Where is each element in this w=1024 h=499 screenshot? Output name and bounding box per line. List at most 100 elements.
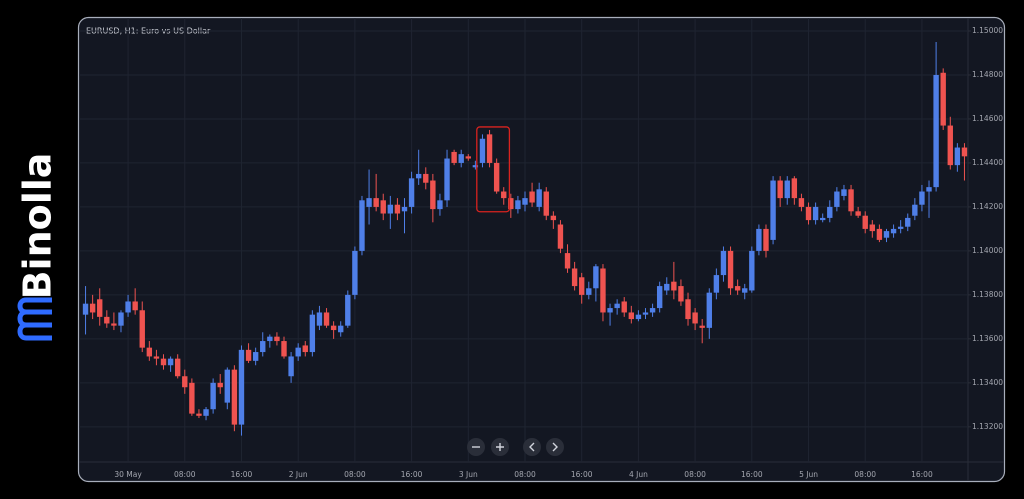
candle-body: [309, 314, 316, 353]
candle-body: [642, 312, 649, 315]
candle-body: [699, 325, 705, 328]
candle-body: [97, 299, 103, 317]
candle-body: [834, 191, 840, 207]
candle-body: [345, 294, 351, 326]
candle-body: [437, 200, 443, 210]
grid: 1.13200 1.13400 1.13600 1.13800 1.14000 1.142…: [79, 18, 1003, 479]
candle-body: [614, 303, 620, 309]
candle-body: [423, 173, 429, 183]
candle-body: [727, 250, 734, 289]
candle-body: [685, 299, 691, 320]
candle-body: [160, 358, 167, 366]
candle-body: [274, 336, 280, 342]
candle-body: [338, 325, 344, 333]
candle-body: [777, 180, 783, 199]
candle-body: [118, 312, 124, 326]
candle-body: [288, 356, 294, 377]
candle-body: [387, 204, 394, 214]
candle-body: [82, 303, 89, 315]
candle-body: [855, 211, 861, 216]
candle-body: [720, 250, 727, 276]
candle-body: [586, 288, 592, 295]
candle-body: [231, 369, 238, 425]
candle-body: [224, 369, 230, 403]
chart-frame: [77, 16, 1006, 483]
candle-body: [635, 314, 642, 320]
candle-body: [820, 217, 826, 221]
candle-body: [316, 312, 323, 326]
y-tick-label: 1.13800: [972, 290, 1003, 299]
candle-body: [940, 72, 946, 126]
candle-body: [458, 154, 464, 163]
candle-body: [167, 358, 174, 366]
y-tick-label: 1.14400: [972, 158, 1003, 167]
x-tick-label: 4 Jun: [629, 470, 648, 479]
candle-body: [153, 356, 160, 359]
candle-body: [501, 191, 507, 199]
x-tick-label: 08:00: [854, 470, 876, 479]
candle-body: [883, 231, 890, 238]
x-tick-label: 08:00: [174, 470, 196, 479]
candle-body: [579, 277, 585, 295]
candle-body: [252, 352, 259, 361]
candle-body: [401, 206, 408, 212]
candle-body: [734, 286, 741, 291]
candle-body: [756, 228, 762, 251]
logo-icon: [17, 297, 52, 341]
candle-body: [111, 323, 117, 326]
candle-body: [919, 191, 925, 205]
candle-body: [451, 151, 457, 163]
candle-body: [522, 198, 528, 205]
y-tick-label: 1.13600: [972, 334, 1003, 343]
y-tick-label: 1.14200: [972, 202, 1003, 211]
y-tick-label: 1.14600: [972, 114, 1003, 123]
y-tick-label: 1.14800: [972, 70, 1003, 79]
x-tick-label: 16:00: [911, 470, 933, 479]
candle-body: [267, 336, 273, 342]
candle-body: [869, 224, 876, 232]
candle-body: [798, 198, 805, 207]
scroll-left-button[interactable]: [523, 438, 541, 456]
logo-text: Binolla: [16, 153, 60, 300]
highlight-box: [476, 126, 511, 213]
candle-body: [841, 189, 847, 196]
candle-body: [557, 224, 564, 249]
x-tick-label: 16:00: [741, 470, 763, 479]
candle-body: [607, 308, 613, 313]
candle-body: [444, 158, 450, 201]
candle-body: [628, 312, 635, 320]
candle-body: [784, 180, 790, 199]
candle-body: [380, 200, 386, 214]
candle-body: [104, 316, 110, 324]
candle-body: [302, 345, 308, 353]
x-tick-label: 16:00: [231, 470, 253, 479]
candle-body: [600, 268, 606, 313]
candle-body: [905, 217, 911, 227]
candle-body: [465, 156, 471, 159]
candles: [82, 41, 968, 436]
candle-body: [89, 303, 96, 313]
candle-body: [394, 204, 401, 214]
candle-body: [132, 301, 138, 311]
candle-body: [954, 147, 961, 166]
candle-body: [472, 165, 479, 168]
candle-body: [515, 200, 521, 210]
candle-body: [408, 178, 415, 207]
candle-body: [415, 173, 422, 179]
candle-body: [543, 191, 549, 216]
candle-body: [664, 283, 670, 291]
x-tick-label: 08:00: [684, 470, 706, 479]
candle-body: [947, 125, 953, 166]
candle-body: [210, 382, 216, 410]
logo: Binolla: [16, 153, 60, 341]
candle-body: [373, 198, 379, 207]
candle-body: [876, 228, 883, 240]
candle-body: [146, 347, 153, 357]
candle-body: [125, 301, 131, 313]
candle-body: [742, 288, 748, 293]
scroll-right-button[interactable]: [546, 438, 564, 456]
candle-body: [926, 187, 932, 192]
candle-body: [713, 275, 720, 293]
candle-body: [805, 206, 812, 221]
